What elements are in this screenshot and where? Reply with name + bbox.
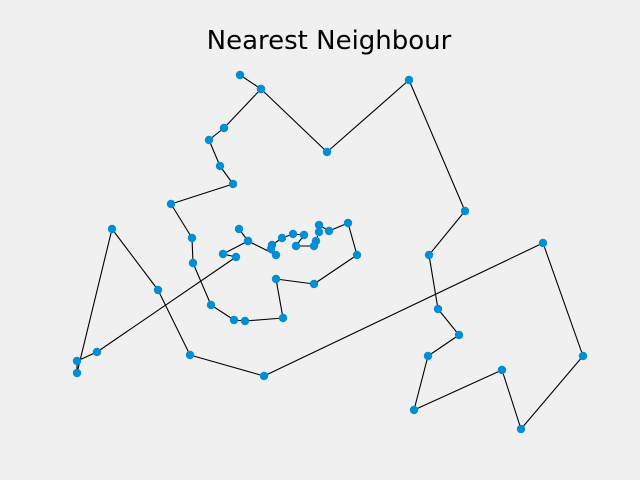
- city-point: [219, 123, 229, 133]
- city-point: [266, 244, 276, 254]
- city-point: [153, 285, 163, 295]
- city-point: [92, 347, 102, 357]
- city-point: [243, 236, 253, 246]
- city-point: [404, 75, 414, 85]
- city-point: [72, 368, 82, 378]
- city-point: [460, 206, 470, 216]
- city-point: [309, 241, 319, 251]
- city-point: [278, 313, 288, 323]
- city-point: [259, 371, 269, 381]
- city-point: [343, 218, 353, 228]
- city-point: [314, 227, 324, 237]
- city-point: [271, 250, 281, 260]
- city-point: [231, 252, 241, 262]
- city-point: [234, 224, 244, 234]
- city-point: [322, 147, 332, 157]
- city-point: [424, 250, 434, 260]
- city-point: [516, 424, 526, 434]
- city-point: [166, 199, 176, 209]
- city-point: [215, 161, 225, 171]
- city-point: [240, 316, 250, 326]
- city-point: [578, 351, 588, 361]
- city-point: [299, 230, 309, 240]
- city-point: [433, 304, 443, 314]
- city-point: [228, 179, 238, 189]
- city-point: [309, 279, 319, 289]
- city-point: [204, 135, 214, 145]
- city-point: [235, 70, 245, 80]
- city-point: [206, 300, 216, 310]
- city-point: [423, 351, 433, 361]
- city-point: [218, 249, 228, 259]
- city-point: [538, 238, 548, 248]
- city-point: [409, 405, 419, 415]
- city-point: [454, 330, 464, 340]
- city-point: [324, 226, 334, 236]
- city-point: [352, 250, 362, 260]
- chart-title: Nearest Neighbour: [207, 26, 452, 56]
- city-point: [72, 356, 82, 366]
- city-point: [291, 241, 301, 251]
- city-point: [288, 229, 298, 239]
- city-point: [187, 233, 197, 243]
- city-point: [314, 220, 324, 230]
- city-point: [271, 274, 281, 284]
- city-point: [188, 258, 198, 268]
- plot-area: [72, 70, 588, 434]
- city-point: [107, 224, 117, 234]
- city-point: [185, 350, 195, 360]
- city-point: [497, 365, 507, 375]
- city-point: [256, 84, 266, 94]
- city-point: [277, 233, 287, 243]
- city-point: [229, 315, 239, 325]
